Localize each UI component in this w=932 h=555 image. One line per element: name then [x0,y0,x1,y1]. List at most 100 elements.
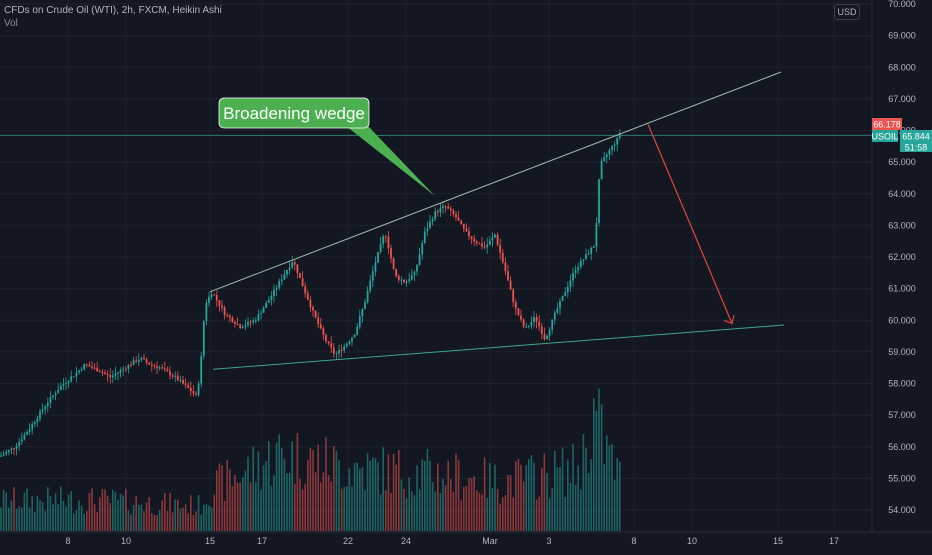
candle-body [379,243,382,253]
volume-bar [174,499,176,531]
candle-body [189,387,192,392]
candle-body [85,364,88,366]
volume-bar [65,506,67,531]
volume-bar [353,463,356,531]
volume-bar [512,497,514,531]
candle-body [36,418,39,423]
price-tick-label: 57.000 [888,410,916,420]
candle-body [197,383,200,395]
candle-body [338,349,340,354]
candle-body [135,360,138,362]
candle-body [455,213,457,218]
volume-bar [603,464,605,531]
volume-bar [494,464,496,531]
volume-bar [2,489,5,531]
candle-body [104,372,106,374]
time-axis[interactable]: 8 10 15 17 22 24 Mar 3 8 10 15 17 [65,536,839,546]
candle-body [507,271,509,281]
volume-bar [476,490,478,531]
volume-bar [374,458,377,531]
candle-body [171,375,174,377]
candle-body [410,275,413,280]
candle-body [244,325,247,327]
candle-body [46,402,49,407]
volume-bar [80,505,83,531]
candle-body [408,279,411,282]
candle-body [397,276,400,280]
volume-bar [366,453,369,531]
wedge-lower-trendline[interactable] [212,324,785,370]
candle-body [613,144,616,146]
forecast-arrow[interactable] [647,123,735,325]
volume-bar [151,513,153,531]
volume-bar [325,437,327,531]
candle-body [299,273,301,279]
volume-bar [424,461,426,531]
volume-bars [0,388,621,531]
candle-body [304,286,307,294]
candle-body [166,369,169,372]
price-axis[interactable]: 70.00069.00068.00067.00066.00065.00064.0… [888,0,916,515]
price-tick-label: 69.000 [888,31,916,41]
candle-body [322,328,325,336]
candle-body [465,228,468,232]
volume-bar [340,488,343,531]
candle-body [582,259,585,261]
candle-body [553,312,556,320]
candle-body [278,281,281,288]
candle-body [296,264,299,274]
volume-bar [8,507,10,531]
candle-body [247,321,249,326]
candle-body [70,376,73,382]
candle-body [44,406,47,410]
price-tick-label: 54.000 [888,505,916,515]
candle-body [371,271,374,281]
volume-bar [463,487,465,531]
callout[interactable]: Broadening wedge [218,97,435,196]
candle-body [260,312,262,315]
volume-bar [587,473,590,531]
volume-bar [533,462,535,531]
volume-bar [255,482,257,531]
candle-body [452,210,455,214]
candle-body [31,424,34,430]
candle-body [20,439,23,442]
volume-bar [54,493,57,531]
volume-bar [236,482,239,531]
candle-body [403,279,405,283]
candle-body [556,308,559,313]
currency-button[interactable]: USD [834,4,860,20]
volume-bar [135,496,137,531]
wedge-upper-trendline[interactable] [209,71,782,293]
volume-bar [530,455,533,531]
volume-bar [130,514,132,531]
volume-bar [416,465,418,531]
candle-body [416,264,418,272]
volume-bar [444,485,447,531]
volume-bar [608,445,611,531]
volume-bar [21,507,23,531]
volume-bar [481,494,483,531]
volume-bar [41,501,44,531]
volume-bar [369,460,371,531]
candle-body [218,300,221,306]
volume-bar [62,501,65,531]
volume-bar [132,504,135,531]
volume-bar [468,478,470,531]
candle-body [348,341,351,344]
volume-bar [49,496,52,531]
volume-bar [559,467,561,531]
volume-bar [502,497,504,531]
candle-body [522,319,525,327]
candle-body [265,302,268,308]
volume-bar [411,491,413,531]
price-tick-label: 59.000 [888,347,916,357]
candle-body [486,244,489,248]
volume-bar [507,474,509,531]
volume-bar [143,511,145,531]
volume-bar [101,489,104,531]
candle-body [587,253,590,255]
volume-bar [67,494,70,531]
